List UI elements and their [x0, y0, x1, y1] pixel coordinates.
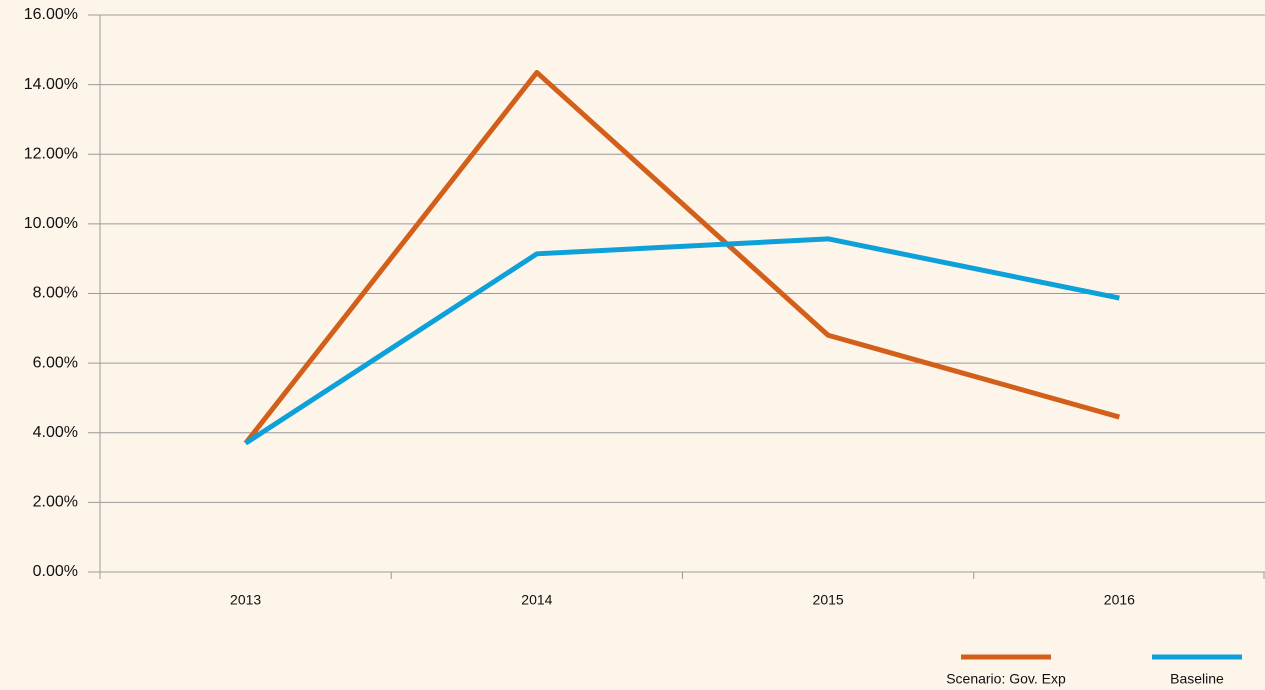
y-tick-label: 16.00% — [24, 6, 78, 23]
y-tick-label: 10.00% — [24, 215, 78, 232]
line-series — [244, 236, 1120, 446]
y-tick-label: 14.00% — [24, 76, 78, 93]
line-series — [243, 69, 1121, 445]
y-tick-label: 8.00% — [33, 285, 78, 302]
legend-label: Scenario: Gov. Exp — [946, 671, 1066, 687]
y-tick-label: 4.00% — [33, 424, 78, 441]
y-tick-label: 12.00% — [24, 145, 78, 162]
x-tick-label: 2015 — [813, 592, 844, 608]
y-tick-label: 0.00% — [33, 563, 78, 580]
x-tick-label: 2014 — [521, 592, 552, 608]
y-tick-label: 2.00% — [33, 494, 78, 511]
x-tick-label: 2016 — [1104, 592, 1135, 608]
legend-label: Baseline — [1170, 671, 1224, 687]
x-tick-label: 2013 — [230, 592, 261, 608]
y-tick-label: 6.00% — [33, 354, 78, 371]
